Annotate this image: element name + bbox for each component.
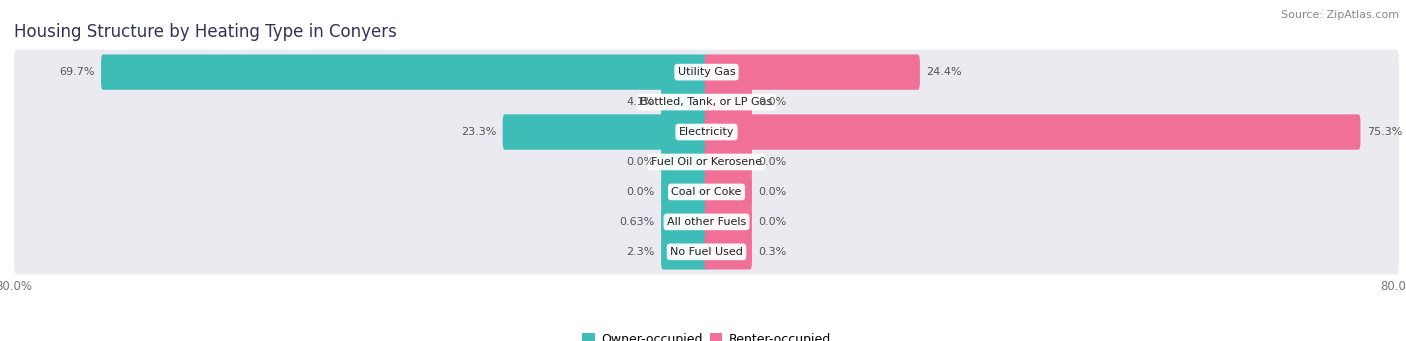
Text: Bottled, Tank, or LP Gas: Bottled, Tank, or LP Gas: [640, 97, 773, 107]
FancyBboxPatch shape: [661, 204, 709, 239]
FancyBboxPatch shape: [704, 55, 920, 90]
Text: Utility Gas: Utility Gas: [678, 67, 735, 77]
FancyBboxPatch shape: [14, 229, 1399, 274]
FancyBboxPatch shape: [661, 174, 709, 210]
Legend: Owner-occupied, Renter-occupied: Owner-occupied, Renter-occupied: [576, 328, 837, 341]
Text: 2.3%: 2.3%: [626, 247, 655, 257]
FancyBboxPatch shape: [14, 109, 1399, 154]
FancyBboxPatch shape: [101, 55, 709, 90]
Text: All other Fuels: All other Fuels: [666, 217, 747, 227]
Text: 69.7%: 69.7%: [59, 67, 94, 77]
Text: 24.4%: 24.4%: [927, 67, 962, 77]
FancyBboxPatch shape: [14, 79, 1399, 124]
Text: 4.1%: 4.1%: [626, 97, 655, 107]
Text: 23.3%: 23.3%: [461, 127, 496, 137]
Text: Electricity: Electricity: [679, 127, 734, 137]
FancyBboxPatch shape: [503, 114, 709, 150]
Text: Source: ZipAtlas.com: Source: ZipAtlas.com: [1281, 10, 1399, 20]
FancyBboxPatch shape: [704, 114, 1361, 150]
Text: 0.0%: 0.0%: [758, 217, 787, 227]
FancyBboxPatch shape: [661, 85, 709, 120]
Text: 0.0%: 0.0%: [758, 157, 787, 167]
FancyBboxPatch shape: [661, 144, 709, 180]
FancyBboxPatch shape: [704, 144, 752, 180]
FancyBboxPatch shape: [14, 199, 1399, 244]
Text: Fuel Oil or Kerosene: Fuel Oil or Kerosene: [651, 157, 762, 167]
Text: Coal or Coke: Coal or Coke: [671, 187, 742, 197]
FancyBboxPatch shape: [14, 169, 1399, 214]
Text: 0.63%: 0.63%: [619, 217, 655, 227]
FancyBboxPatch shape: [704, 234, 752, 269]
Text: 0.0%: 0.0%: [626, 187, 655, 197]
Text: 0.3%: 0.3%: [758, 247, 787, 257]
FancyBboxPatch shape: [704, 174, 752, 210]
FancyBboxPatch shape: [704, 85, 752, 120]
FancyBboxPatch shape: [704, 204, 752, 239]
FancyBboxPatch shape: [661, 234, 709, 269]
Text: 75.3%: 75.3%: [1367, 127, 1402, 137]
Text: No Fuel Used: No Fuel Used: [671, 247, 742, 257]
FancyBboxPatch shape: [14, 139, 1399, 184]
Text: 0.0%: 0.0%: [758, 97, 787, 107]
FancyBboxPatch shape: [14, 50, 1399, 94]
Text: 0.0%: 0.0%: [626, 157, 655, 167]
Text: Housing Structure by Heating Type in Conyers: Housing Structure by Heating Type in Con…: [14, 23, 396, 41]
Text: 0.0%: 0.0%: [758, 187, 787, 197]
